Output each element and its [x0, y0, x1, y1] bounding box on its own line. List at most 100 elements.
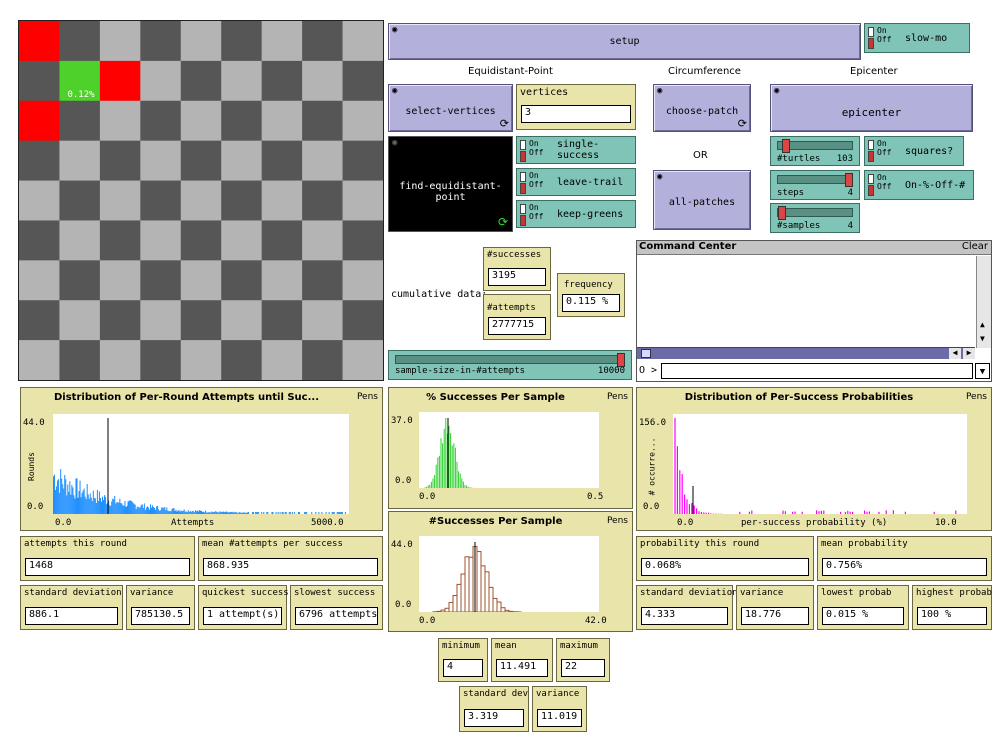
on-pct-off-hash-switch[interactable]: On Off On-%-Off-# [864, 170, 974, 200]
leave-trail-switch[interactable]: On Off leave-trail [516, 168, 636, 196]
epicenter-button[interactable]: ◉ epicenter [770, 84, 973, 132]
histogram-bar [306, 512, 308, 514]
histogram-bar [166, 507, 168, 514]
header-circumference: Circumference [668, 66, 741, 77]
histogram-bar [333, 512, 335, 514]
histogram-bar [178, 509, 180, 514]
histogram-bar [258, 512, 260, 514]
patch [261, 260, 304, 302]
patch [59, 21, 102, 62]
plot-area [419, 412, 599, 488]
histogram-bar [210, 512, 212, 514]
forever-icon: ⟳ [497, 215, 508, 229]
histogram-bar [53, 476, 55, 514]
histogram-bar [165, 510, 167, 514]
squares-switch[interactable]: On Off squares? [864, 136, 964, 166]
x-min-label: 0.0 [419, 616, 436, 626]
histogram-bar [68, 491, 70, 514]
scroll-down-icon[interactable]: ▼ [980, 334, 985, 343]
histogram-bar [181, 511, 183, 514]
histogram-bar [132, 502, 134, 514]
scroll-thumb[interactable] [641, 349, 651, 358]
histogram-bar [153, 507, 155, 514]
scroll-right-icon[interactable]: ▶ [963, 348, 975, 359]
attempts-this-round-monitor: attempts this round 1468 [20, 536, 195, 581]
histogram-bar [125, 507, 127, 514]
turtles-slider[interactable]: #turtles 103 [770, 136, 860, 166]
scroll-up-icon[interactable]: ▲ [980, 320, 985, 329]
histogram-bar [192, 511, 194, 514]
y-max-label: 37.0 [391, 416, 413, 426]
histogram-bar [134, 504, 136, 514]
steps-slider[interactable]: steps 4 [770, 170, 860, 200]
turtles-slider-knob[interactable] [782, 139, 790, 153]
choose-patch-button[interactable]: ◉ choose-patch ⟳ [653, 84, 751, 132]
vertical-scrollbar[interactable]: ▲ ▼ [976, 256, 991, 348]
patch [59, 60, 102, 102]
histogram-bar [74, 498, 76, 514]
steps-slider-knob[interactable] [845, 173, 853, 187]
command-input[interactable] [661, 363, 973, 379]
patch [99, 60, 142, 102]
command-prompt: O > [639, 365, 658, 376]
slow-mo-switch[interactable]: On Off slow-mo [864, 23, 970, 53]
find-equidistant-point-button[interactable]: ◉ find-equidistant-point ⟳ [388, 136, 513, 232]
histogram-bar [80, 497, 82, 514]
histogram-bar [220, 511, 222, 514]
command-center[interactable]: Command Center Clear ▲ ▼ ◀ ▶ O > ▼ [636, 240, 992, 382]
histogram-bar [123, 505, 125, 514]
pens-button[interactable]: Pens [965, 392, 987, 402]
histogram-bar [336, 512, 338, 514]
mean-monitor: mean 11.491 [491, 638, 553, 682]
pens-button[interactable]: Pens [606, 516, 628, 526]
sample-size-slider-knob[interactable] [617, 353, 625, 367]
select-vertices-button[interactable]: ◉ select-vertices ⟳ [388, 84, 513, 132]
clear-button[interactable]: Clear [961, 241, 988, 252]
patch [59, 260, 102, 302]
pens-button[interactable]: Pens [606, 392, 628, 402]
histogram-bar [188, 511, 190, 514]
command-output[interactable] [639, 259, 973, 345]
patch [221, 140, 264, 182]
toggle-icon [868, 27, 880, 49]
horizontal-scrollbar[interactable]: ◀ ▶ [637, 347, 975, 359]
histogram-bar [118, 502, 120, 514]
plot-title: Distribution of Per-Success Probabilitie… [684, 392, 914, 403]
histogram-bar [177, 510, 179, 514]
world-view[interactable]: 0.12% [18, 20, 384, 381]
sample-size-slider[interactable]: sample-size-in-#attempts 10000 [388, 350, 632, 380]
patch [19, 340, 61, 380]
pens-button[interactable]: Pens [356, 392, 378, 402]
histogram-bar [281, 512, 283, 514]
histogram-bar [508, 610, 514, 613]
patch [221, 21, 264, 62]
all-patches-button[interactable]: ◉ all-patches [653, 170, 751, 230]
histogram-bar [344, 512, 346, 514]
histogram-bar [72, 487, 74, 514]
patch [302, 100, 345, 142]
samples-slider[interactable]: #samples 4 [770, 203, 860, 233]
plot-title: % Successes Per Sample [426, 392, 565, 403]
plot-area [53, 414, 349, 514]
histogram-bar [452, 595, 458, 613]
histogram-bar [62, 484, 64, 514]
patch [302, 220, 345, 262]
vertices-input[interactable]: vertices 3 [516, 84, 636, 130]
histogram-bar [82, 490, 84, 514]
probabilities-plot: Distribution of Per-Success Probabilitie… [636, 387, 992, 531]
patch [19, 260, 61, 302]
y-max-label: 156.0 [639, 418, 667, 428]
histogram-bar [186, 512, 188, 514]
world-grid[interactable] [19, 21, 383, 380]
histogram-bar [67, 484, 69, 514]
samples-slider-knob[interactable] [778, 206, 786, 220]
histogram-bar [56, 486, 58, 514]
histogram-bar [66, 495, 68, 514]
single-success-switch[interactable]: On Off single-success [516, 136, 636, 164]
command-dropdown-icon[interactable]: ▼ [975, 363, 990, 379]
keep-greens-switch[interactable]: On Off keep-greens [516, 200, 636, 228]
setup-button[interactable]: ◉ setup [388, 23, 861, 60]
histogram-bar [128, 500, 130, 514]
scroll-left-icon[interactable]: ◀ [949, 348, 961, 359]
histogram-bar [71, 485, 73, 514]
